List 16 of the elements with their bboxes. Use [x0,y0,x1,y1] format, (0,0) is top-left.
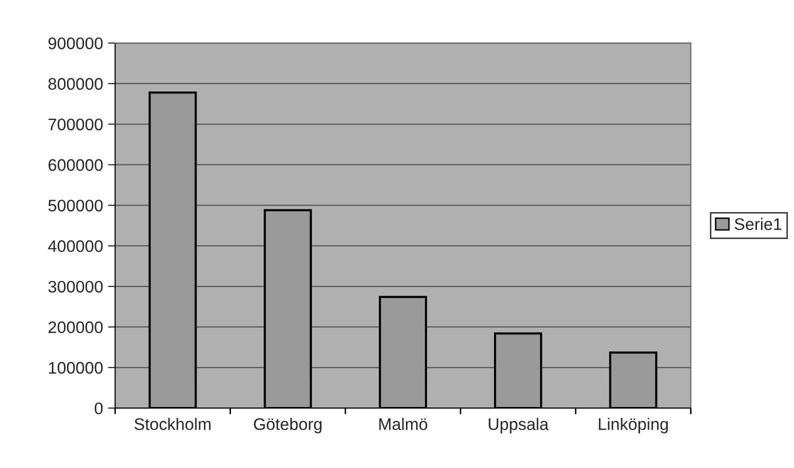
y-tick-label: 600000 [48,159,103,171]
y-tick-label: 400000 [48,240,103,252]
y-tick-label: 500000 [48,200,103,212]
y-tick-label: 300000 [48,280,103,293]
x-tick-label: Stockholm [134,418,210,430]
x-tick-label: Linköping [598,418,668,434]
legend-label: Serie1 [734,218,782,230]
y-tick-label: 900000 [48,37,103,50]
x-tick-label: Malmö [379,418,428,430]
y-tick-label: 0 [94,402,103,414]
y-tick-label: 100000 [48,362,103,374]
y-tick-label: 800000 [48,78,103,90]
y-tick-label: 700000 [48,118,103,130]
x-tick-label: Göteborg [254,418,322,434]
y-tick-label: 200000 [48,321,103,334]
x-tick-label: Uppsala [488,418,549,434]
